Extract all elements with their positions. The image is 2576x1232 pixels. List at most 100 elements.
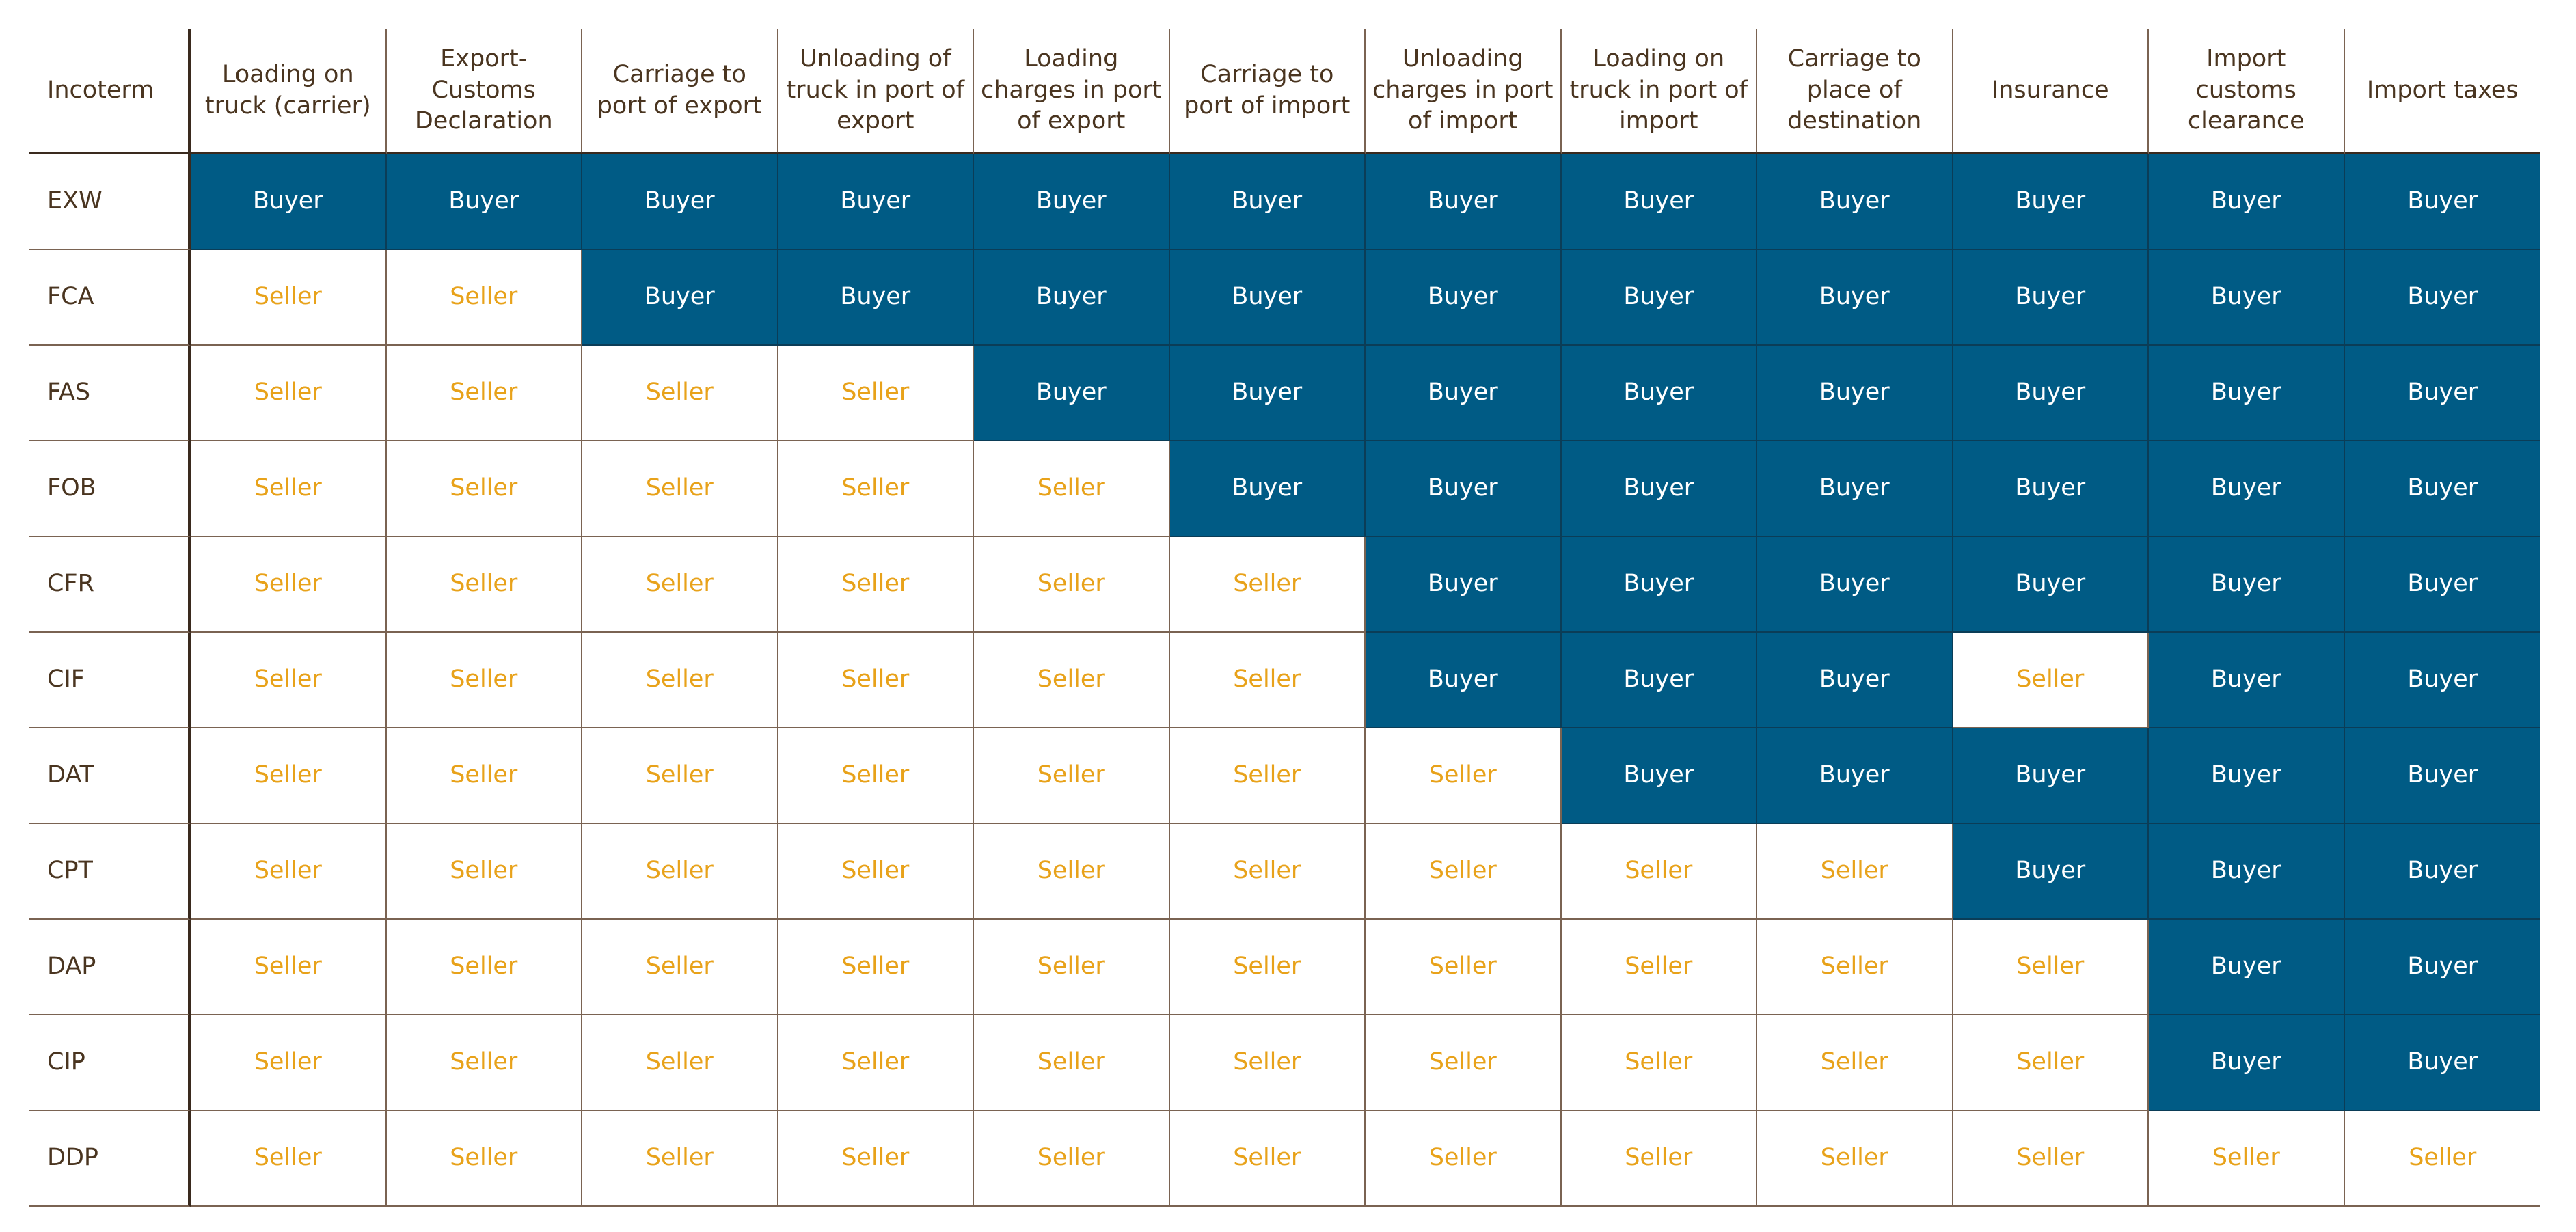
table-cell: Seller [582, 1015, 778, 1111]
header-cell: Carriage to place of destination [1757, 29, 1953, 154]
table-cell: Buyer [1757, 728, 1953, 824]
table-cell: Seller [974, 441, 1170, 537]
table-cell: Buyer [1953, 154, 2149, 250]
table-cell: Seller [778, 1111, 974, 1207]
table-cell: Buyer [2344, 1015, 2540, 1111]
header-cell: Import customs clearance [2149, 29, 2345, 154]
table-cell: Seller [1561, 1111, 1757, 1207]
row-label: FOB [29, 441, 191, 537]
table-cell: Buyer [1757, 537, 1953, 633]
table-cell: Seller [386, 728, 582, 824]
table-cell: Seller [386, 824, 582, 920]
incoterm-table: Incoterm Loading on truck (carrier) Export… [29, 29, 2540, 1207]
table-cell: Seller [974, 920, 1170, 1015]
table-cell: Seller [386, 441, 582, 537]
header-cell: Unloading charges in port of import [1366, 29, 1562, 154]
table-cell: Seller [582, 633, 778, 728]
table-cell: Seller [2344, 1111, 2540, 1207]
table-cell: Seller [582, 441, 778, 537]
row-label: DDP [29, 1111, 191, 1207]
header-cell: Carriage to port of import [1169, 29, 1366, 154]
table-cell: Seller [1757, 1111, 1953, 1207]
table-cell: Seller [974, 633, 1170, 728]
table-cell: Buyer [2149, 250, 2345, 346]
table-cell: Buyer [1561, 728, 1757, 824]
table-cell: Buyer [1169, 154, 1366, 250]
table-cell: Buyer [2149, 1015, 2345, 1111]
table-cell: Seller [386, 1111, 582, 1207]
table-cell: Buyer [1953, 346, 2149, 441]
table-cell: Seller [191, 633, 387, 728]
table-cell: Seller [191, 920, 387, 1015]
table-cell: Seller [1953, 1015, 2149, 1111]
table-cell: Buyer [2149, 154, 2345, 250]
table-cell: Seller [582, 346, 778, 441]
table-cell: Seller [191, 441, 387, 537]
table-cell: Seller [1366, 728, 1562, 824]
header-cell: Loading charges in port of export [974, 29, 1170, 154]
table-cell: Buyer [1561, 537, 1757, 633]
table-cell: Buyer [1757, 250, 1953, 346]
table-cell: Seller [778, 346, 974, 441]
table-cell: Seller [2149, 1111, 2345, 1207]
table-cell: Buyer [1953, 728, 2149, 824]
row-label: FAS [29, 346, 191, 441]
table-cell: Seller [778, 441, 974, 537]
table-cell: Seller [191, 537, 387, 633]
table-cell: Seller [582, 537, 778, 633]
row-label: CIP [29, 1015, 191, 1111]
table-cell: Seller [1169, 1015, 1366, 1111]
table-cell: Seller [1169, 1111, 1366, 1207]
table-cell: Seller [778, 920, 974, 1015]
table-cell: Buyer [386, 154, 582, 250]
table-cell: Buyer [1366, 633, 1562, 728]
table-cell: Seller [974, 1015, 1170, 1111]
table-cell: Seller [582, 1111, 778, 1207]
table-cell: Buyer [1757, 154, 1953, 250]
table-cell: Buyer [2149, 441, 2345, 537]
table-cell: Seller [974, 728, 1170, 824]
table-cell: Seller [386, 633, 582, 728]
header-cell: Loading on truck (carrier) [191, 29, 387, 154]
table-cell: Buyer [1366, 346, 1562, 441]
table-cell: Seller [1169, 728, 1366, 824]
table-cell: Seller [1561, 1015, 1757, 1111]
table-cell: Seller [582, 728, 778, 824]
table-cell: Seller [386, 250, 582, 346]
table-cell: Buyer [778, 250, 974, 346]
table-cell: Buyer [1366, 154, 1562, 250]
row-label: CPT [29, 824, 191, 920]
table-cell: Buyer [2344, 346, 2540, 441]
table-cell: Seller [582, 824, 778, 920]
table-cell: Buyer [1169, 441, 1366, 537]
table-cell: Buyer [2149, 537, 2345, 633]
row-label: DAP [29, 920, 191, 1015]
header-cell: Incoterm [29, 29, 191, 154]
table-cell: Seller [191, 250, 387, 346]
table-cell: Seller [1561, 920, 1757, 1015]
table-cell: Buyer [2344, 537, 2540, 633]
header-cell: Unloading of truck in port of export [778, 29, 974, 154]
table-cell: Seller [974, 824, 1170, 920]
table-cell: Seller [1169, 824, 1366, 920]
table-cell: Buyer [1561, 346, 1757, 441]
table-cell: Seller [974, 1111, 1170, 1207]
row-label: FCA [29, 250, 191, 346]
row-label: CIF [29, 633, 191, 728]
table-cell: Buyer [2344, 441, 2540, 537]
table-cell: Buyer [2344, 154, 2540, 250]
table-cell: Buyer [1757, 633, 1953, 728]
table-cell: Buyer [1366, 250, 1562, 346]
table-cell: Seller [191, 824, 387, 920]
header-cell: Carriage to port of export [582, 29, 778, 154]
table-cell: Seller [1366, 824, 1562, 920]
table-cell: Buyer [2149, 728, 2345, 824]
table-cell: Buyer [1561, 250, 1757, 346]
table-cell: Seller [1953, 633, 2149, 728]
table-cell: Buyer [2149, 346, 2345, 441]
table-cell: Seller [1757, 920, 1953, 1015]
table-cell: Seller [386, 920, 582, 1015]
table-cell: Seller [778, 1015, 974, 1111]
table-cell: Seller [1953, 1111, 2149, 1207]
table-cell: Seller [1169, 537, 1366, 633]
